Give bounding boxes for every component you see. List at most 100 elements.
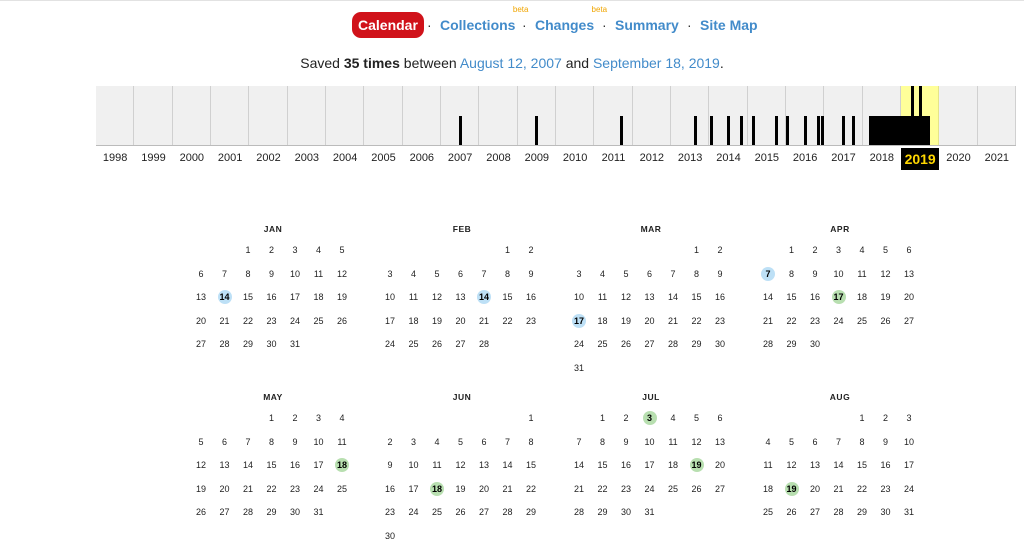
calendar-day: 9 [614, 430, 638, 454]
timeline-year-column[interactable] [287, 86, 326, 145]
year-label-2018[interactable]: 2018 [869, 152, 895, 164]
last-capture-link[interactable]: September 18, 2019 [592, 55, 720, 71]
day-number: 6 [717, 413, 723, 423]
calendar-day: 11 [661, 430, 685, 454]
capture-timeline[interactable] [96, 86, 1016, 145]
capture-day[interactable]: 18 [425, 477, 449, 501]
calendar-day: 21 [827, 477, 851, 501]
calendar-day: 22 [496, 309, 520, 333]
calendar-day: 24 [897, 477, 921, 501]
year-label-2012[interactable]: 2012 [639, 152, 665, 164]
timeline-year-column[interactable] [939, 86, 978, 145]
calendar-day: 18 [591, 309, 615, 333]
capture-day[interactable]: 7 [756, 262, 780, 286]
calendar-day: 17 [402, 477, 426, 501]
nav-summary[interactable]: Summary [615, 12, 679, 38]
year-label-2021[interactable]: 2021 [984, 152, 1010, 164]
timeline-year-column[interactable] [134, 86, 173, 145]
calendar-day: 26 [614, 332, 638, 356]
timeline-year-column[interactable] [479, 86, 518, 145]
day-number: 23 [384, 507, 395, 518]
calendar-day: 7 [213, 262, 237, 286]
calendar-day: 1 [685, 238, 709, 262]
day-number: 21 [242, 483, 253, 494]
year-label-2006[interactable]: 2006 [409, 152, 435, 164]
timeline-year-column[interactable] [249, 86, 288, 145]
capture-day[interactable]: 17 [827, 285, 851, 309]
nav-changes[interactable]: Changes beta [535, 5, 607, 38]
day-number: 19 [336, 292, 347, 303]
day-number: 5 [198, 436, 204, 447]
day-number: 3 [410, 436, 416, 447]
calendar-day: 29 [519, 500, 543, 524]
year-label-2001[interactable]: 2001 [217, 152, 243, 164]
capture-day[interactable]: 14 [213, 285, 237, 309]
timeline-year-column[interactable] [556, 86, 595, 145]
year-label-2015[interactable]: 2015 [754, 152, 780, 164]
timeline-year-column[interactable] [211, 86, 250, 145]
nav-site-map[interactable]: Site Map [700, 12, 758, 38]
year-label-1998[interactable]: 1998 [102, 152, 128, 164]
day-number: 31 [289, 339, 300, 350]
timeline-year-column[interactable] [96, 86, 135, 145]
day-number: 2 [623, 413, 629, 423]
year-label-2007[interactable]: 2007 [447, 152, 473, 164]
timeline-year-column[interactable] [402, 86, 441, 145]
capture-day[interactable]: 19 [780, 477, 804, 501]
year-label-2008[interactable]: 2008 [486, 152, 511, 164]
month-aug: AUG 1 2 3 4 5 6 7 8 9 10 11 12 13 14 15 16 17 18 19 20 21 22 23… [756, 388, 924, 556]
calendar-day: 10 [567, 285, 591, 309]
day-number: 16 [809, 292, 820, 303]
year-label-2019[interactable]: 2019 [901, 148, 940, 170]
calendar-day: 8 [780, 262, 804, 286]
day-number: 14 [478, 292, 489, 303]
year-label-2003[interactable]: 2003 [294, 152, 320, 164]
timeline-year-column[interactable] [172, 86, 211, 145]
year-label-2011[interactable]: 2011 [601, 152, 626, 164]
nav-collections[interactable]: Collections beta [440, 5, 528, 38]
timeline-column-background [594, 86, 633, 145]
capture-day[interactable]: 17 [567, 309, 591, 333]
calendar-day: 6 [189, 262, 213, 286]
calendar-day: 24 [638, 477, 662, 501]
timeline-year-column[interactable] [632, 86, 671, 145]
capture-day[interactable]: 18 [330, 453, 354, 477]
calendar-day: 10 [378, 285, 402, 309]
day-number: 23 [620, 483, 631, 494]
capture-day[interactable]: 14 [472, 285, 496, 309]
nav-calendar[interactable]: Calendar [352, 12, 424, 38]
timeline-year-column[interactable] [364, 86, 403, 145]
year-label-2000[interactable]: 2000 [179, 152, 205, 164]
year-label-2016[interactable]: 2016 [792, 152, 818, 164]
year-label-2014[interactable]: 2014 [716, 152, 741, 164]
day-number: 7 [481, 268, 487, 279]
timeline-capture-bar [727, 115, 730, 145]
calendar-day: 22 [780, 309, 804, 333]
year-label-2002[interactable]: 2002 [256, 152, 281, 164]
year-label-1999[interactable]: 1999 [141, 152, 166, 164]
year-label-2010[interactable]: 2010 [562, 152, 588, 164]
capture-day[interactable]: 3 [638, 406, 662, 430]
day-number: 16 [289, 460, 300, 471]
day-number: 26 [786, 507, 797, 518]
year-label-2020[interactable]: 2020 [946, 152, 971, 164]
timeline-year-column[interactable] [326, 86, 365, 145]
day-number: 8 [245, 268, 251, 279]
calendar-day: 28 [827, 500, 851, 524]
timeline-year-column[interactable] [594, 86, 633, 145]
day-number: 12 [195, 460, 206, 471]
year-label-2013[interactable]: 2013 [677, 152, 703, 164]
day-number: 24 [903, 483, 914, 494]
year-label-2017[interactable]: 2017 [831, 152, 856, 164]
calendar-day: 28 [472, 332, 496, 356]
year-label-2004[interactable]: 2004 [332, 152, 358, 164]
timeline-year-column[interactable] [977, 86, 1016, 145]
calendar-day: 22 [850, 477, 874, 501]
year-label-2009[interactable]: 2009 [524, 152, 550, 164]
capture-day[interactable]: 19 [685, 453, 709, 477]
calendar-day: 12 [614, 285, 638, 309]
first-capture-link[interactable]: August 12, 2007 [459, 55, 562, 71]
timeline-year-column[interactable] [671, 86, 710, 145]
year-label-2005[interactable]: 2005 [371, 152, 396, 164]
day-number: 17 [289, 292, 300, 303]
